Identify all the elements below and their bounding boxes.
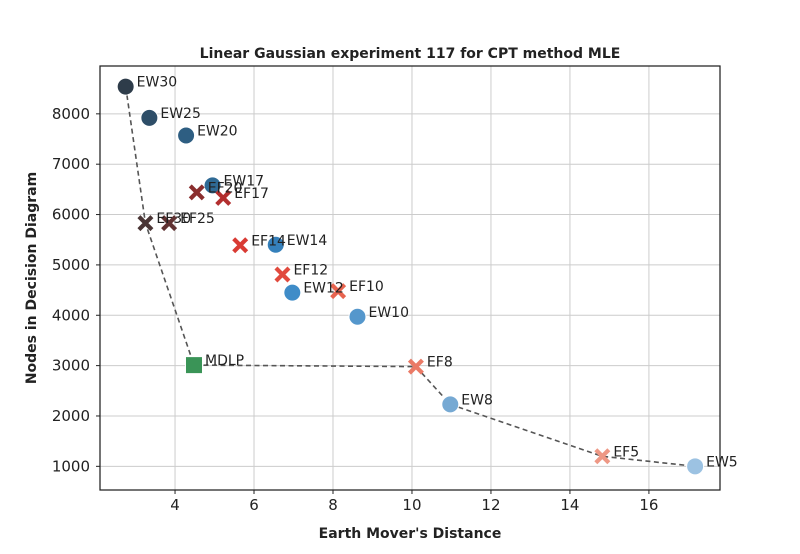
grid-lines xyxy=(100,66,720,490)
y-axis-ticks: 1000 2000 3000 4000 5000 6000 7000 8000 xyxy=(52,105,100,475)
y-tick-label: 8000 xyxy=(52,105,90,123)
point-label-ef8: EF8 xyxy=(427,355,453,371)
point-label-ew25: EW25 xyxy=(160,106,201,122)
point-ef20 xyxy=(188,184,205,201)
point-ew5 xyxy=(686,457,705,476)
x-axis-label: Earth Mover's Distance xyxy=(319,526,502,542)
x-tick-label: 4 xyxy=(170,496,180,514)
point-label-ef14: EF14 xyxy=(251,233,286,249)
point-label-ew8: EW8 xyxy=(461,392,493,408)
point-label-ef12: EF12 xyxy=(293,262,328,278)
point-label-ew12: EW12 xyxy=(303,281,344,297)
point-ef12 xyxy=(274,266,291,283)
x-tick-label: 6 xyxy=(249,496,259,514)
point-label-ew14: EW14 xyxy=(287,233,328,249)
y-tick-label: 7000 xyxy=(52,155,90,173)
point-ew17 xyxy=(203,176,222,195)
pareto-front-line xyxy=(124,86,696,468)
point-label-ef5: EF5 xyxy=(613,444,639,460)
point-label-ef10: EF10 xyxy=(349,279,384,295)
point-ef17 xyxy=(215,189,232,206)
point-label-ew10: EW10 xyxy=(368,305,409,321)
point-ef30 xyxy=(137,215,154,232)
x-tick-label: 14 xyxy=(560,496,579,514)
point-label-ef20: EF20 xyxy=(208,180,243,196)
point-label-ef25: EF25 xyxy=(180,211,215,227)
y-axis-label: Nodes in Decision Diagram xyxy=(24,172,40,384)
x-tick-label: 8 xyxy=(328,496,338,514)
point-ew10 xyxy=(348,307,367,326)
point-ef8 xyxy=(407,358,424,375)
point-ew30 xyxy=(116,77,135,96)
point-ew8 xyxy=(441,395,460,414)
y-tick-label: 3000 xyxy=(52,357,90,375)
x-tick-label: 16 xyxy=(639,496,658,514)
point-ef5 xyxy=(594,448,611,465)
y-tick-label: 2000 xyxy=(52,407,90,425)
point-label-ew20: EW20 xyxy=(197,123,238,139)
point-ew20 xyxy=(177,126,196,145)
point-ef14 xyxy=(232,237,249,254)
point-label-ew5: EW5 xyxy=(706,454,738,470)
point-ef10 xyxy=(330,283,347,300)
y-tick-label: 4000 xyxy=(52,306,90,324)
x-tick-label: 12 xyxy=(481,496,500,514)
point-label-ef17: EF17 xyxy=(234,186,269,202)
data-points xyxy=(116,77,705,476)
y-tick-label: 6000 xyxy=(52,206,90,224)
point-label-mdlp: MDLP xyxy=(205,353,244,369)
point-ew12 xyxy=(283,283,302,302)
plot-frame xyxy=(99,65,721,491)
point-mdlp xyxy=(184,356,203,375)
point-label-ef30: EF30 xyxy=(156,211,191,227)
chart-title: Linear Gaussian experiment 117 for CPT m… xyxy=(200,46,621,62)
y-tick-label: 1000 xyxy=(52,457,90,475)
point-label-ew30: EW30 xyxy=(137,75,178,91)
x-tick-label: 10 xyxy=(402,496,421,514)
point-label-ew17: EW17 xyxy=(224,173,265,189)
point-ef25 xyxy=(161,215,178,232)
point-ew14 xyxy=(266,235,285,254)
x-axis-ticks: 4 6 8 10 12 14 16 xyxy=(170,490,658,514)
y-tick-label: 5000 xyxy=(52,256,90,274)
point-ew25 xyxy=(140,108,159,127)
